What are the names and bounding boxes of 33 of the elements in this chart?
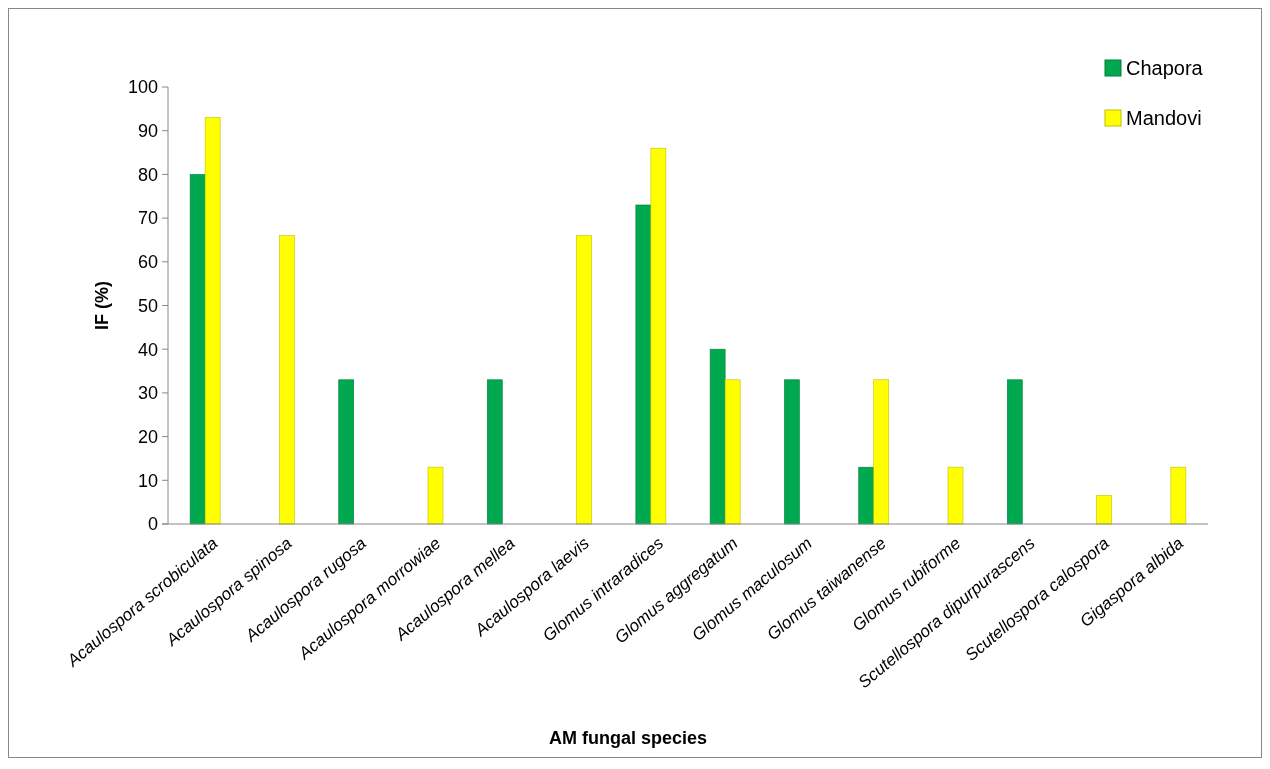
y-axis-title: IF (%) bbox=[92, 281, 112, 330]
y-tick-label: 30 bbox=[137, 383, 158, 404]
bar bbox=[709, 348, 726, 525]
y-tick-label: 90 bbox=[137, 121, 158, 141]
bar bbox=[1096, 495, 1112, 525]
bar bbox=[635, 204, 652, 525]
y-tick-label: 60 bbox=[137, 252, 158, 273]
y-tick-label: 20 bbox=[137, 426, 158, 447]
bar bbox=[947, 466, 964, 525]
bar bbox=[338, 379, 355, 525]
bar bbox=[1006, 379, 1023, 525]
bar bbox=[427, 466, 444, 525]
bar bbox=[204, 117, 221, 525]
bar bbox=[650, 147, 667, 525]
bar bbox=[576, 235, 592, 525]
legend-label: Chapora bbox=[1126, 57, 1204, 79]
bar bbox=[873, 379, 890, 525]
x-axis-title: AM fungal species bbox=[548, 728, 708, 748]
bar bbox=[784, 379, 800, 525]
bar bbox=[279, 235, 295, 525]
y-tick-label: 50 bbox=[137, 295, 158, 316]
legend-label: Mandovi bbox=[1126, 107, 1202, 129]
y-tick-label: 10 bbox=[137, 470, 158, 491]
y-tick-label: 80 bbox=[137, 164, 158, 185]
y-tick-label: 70 bbox=[137, 208, 158, 229]
bar bbox=[724, 379, 741, 525]
bar bbox=[486, 379, 503, 525]
y-tick-label: 40 bbox=[137, 339, 158, 360]
y-tick-label: 0 bbox=[147, 514, 158, 535]
bar bbox=[1170, 466, 1187, 525]
y-tick-label: 100 bbox=[127, 77, 158, 98]
bar bbox=[189, 174, 206, 525]
bar bbox=[858, 466, 875, 525]
